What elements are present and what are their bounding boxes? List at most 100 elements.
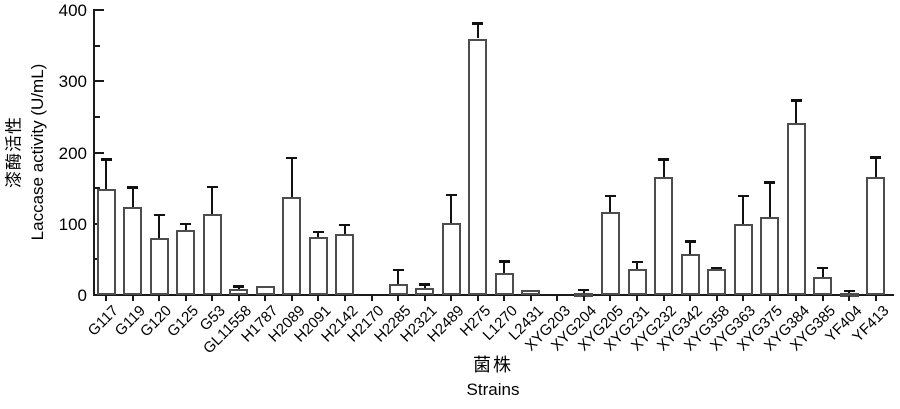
error-bar-cap [498,260,510,263]
error-bar-cap [419,283,431,286]
bar [176,230,196,295]
x-tick [556,296,559,301]
bar [468,38,488,295]
y-axis-title-cn: 漆酶活性 [4,116,24,188]
error-bar-cap [631,261,643,264]
x-tick [636,296,638,301]
bar [760,216,780,295]
bar [96,188,116,295]
error-bar-whisker [290,158,293,197]
x-tick [662,296,665,301]
x-tick [211,296,214,301]
y-tick-label: 200 [58,143,87,163]
error-bar-whisker [317,232,320,237]
x-tick [503,296,506,301]
x-tick [529,296,532,301]
error-bar-whisker [662,159,665,178]
x-tick [582,296,585,301]
bar [123,206,143,295]
error-bar-cap [737,194,749,198]
x-tick-label: G117 [85,302,123,340]
error-bar-whisker [423,284,426,288]
x-tick [423,296,426,301]
x-tick [821,296,824,301]
y-major-tick [95,80,104,83]
error-bar-whisker [450,195,453,224]
error-bar-cap [711,266,723,270]
x-tick [131,296,134,301]
error-bar-cap [843,289,855,292]
bar [255,286,275,295]
x-axis-line [93,294,894,296]
error-bar-whisker [131,187,134,207]
error-bar-cap [658,158,670,161]
error-bar-whisker [184,223,187,231]
y-tick-label: 100 [58,214,87,234]
x-axis-title-en: Strains [466,380,520,399]
error-bar-cap [312,231,324,234]
bar [707,269,727,295]
x-tick [317,296,320,301]
bar [149,238,169,295]
bar [202,213,222,295]
error-bar-cap [472,22,484,25]
error-bar-cap [445,194,457,197]
error-bar-cap [339,223,351,227]
error-bar-cap [870,156,882,159]
error-bar-whisker [211,186,214,214]
bar [813,277,833,295]
y-minor-tick [95,187,100,190]
error-bar-cap [233,285,245,288]
y-tick-label: 300 [58,72,87,92]
x-tick [264,296,267,301]
y-major-tick [95,294,104,296]
bar [627,269,647,295]
x-tick [450,296,453,301]
error-bar-whisker [874,157,877,178]
y-major-tick [95,151,104,154]
error-bar-cap [578,288,590,292]
error-bar-cap [604,194,616,198]
x-tick [370,296,373,301]
error-bar-cap [127,186,139,189]
y-axis-line [93,9,95,296]
error-bar-whisker [821,267,824,278]
x-tick [476,296,479,301]
x-tick [609,296,612,301]
x-tick [184,296,187,301]
x-tick [237,296,240,301]
bar [600,212,620,295]
bar [680,254,700,295]
x-tick [290,296,293,301]
bar [335,234,355,295]
bar [494,272,514,295]
bar [521,290,541,295]
error-bar-whisker [768,182,771,217]
error-bar-whisker [742,195,745,224]
y-minor-tick [95,115,100,118]
bar [415,287,435,295]
bar [839,292,859,297]
error-bar-whisker [476,23,479,39]
x-tick [105,296,107,301]
error-bar-whisker [158,215,161,238]
bar [733,223,753,295]
error-bar-whisker [582,290,585,293]
x-tick [397,296,400,301]
x-axis-title-cn: 菌株 [473,355,513,375]
bar [866,177,886,295]
bar [654,177,674,295]
error-bar-whisker [237,286,240,290]
error-bar-cap [286,157,298,160]
error-bar-whisker [397,270,400,284]
bar [308,236,328,295]
error-bar-cap [764,181,776,184]
error-bar-cap [153,214,165,217]
x-tick [874,296,877,301]
error-bar-cap [684,240,696,243]
x-tick [715,296,718,301]
y-minor-tick [95,44,100,47]
y-tick-label: 400 [58,1,87,20]
bar [574,292,594,297]
